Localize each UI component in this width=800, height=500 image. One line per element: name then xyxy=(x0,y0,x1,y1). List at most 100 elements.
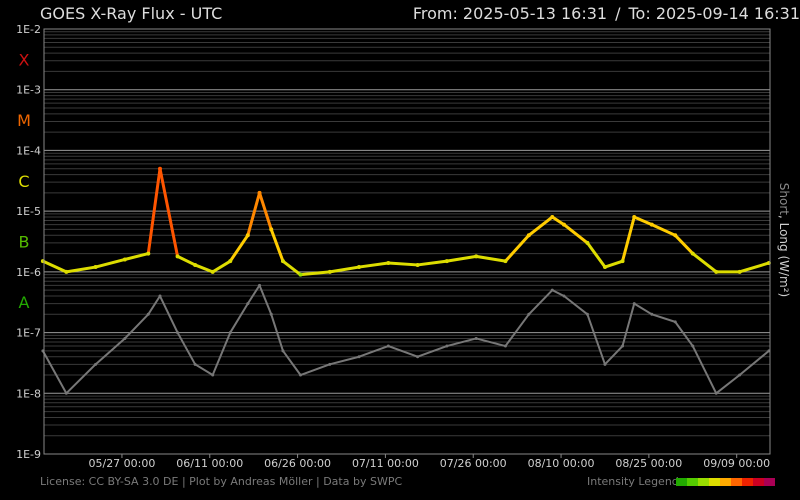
series-long-point xyxy=(193,262,198,267)
series-long-point xyxy=(257,190,262,195)
series-long-point xyxy=(146,251,151,256)
x-tick-label: 06/11 00:00 xyxy=(176,457,243,470)
series-short-segment xyxy=(94,337,126,366)
legend-swatch xyxy=(731,478,742,486)
series-short-segment xyxy=(527,289,554,316)
series-short-segment xyxy=(562,295,589,316)
series-short xyxy=(41,283,771,395)
y-axis-label: Short, Long (W/m²) xyxy=(777,183,791,297)
series-long-segment xyxy=(123,252,150,261)
series-short-point xyxy=(64,391,68,395)
y-tick-label: 1E-7 xyxy=(16,327,41,340)
series-short-segment xyxy=(650,313,677,323)
series-short-segment xyxy=(281,349,302,377)
series-long-point xyxy=(602,265,607,270)
series-long-segment xyxy=(158,167,180,258)
series-long-segment xyxy=(41,259,68,274)
y-tick-labels: 1E-9 1E-8 1E-7 1E-6 1E-5 1E-4 1E-3 1E-2 xyxy=(16,23,41,461)
series-short-segment xyxy=(416,345,448,358)
series-short-segment xyxy=(328,355,361,366)
series-long-segment xyxy=(474,254,507,263)
series-long-segment xyxy=(94,257,127,269)
series-short-point xyxy=(738,373,742,377)
x-tick-label: 08/10 00:00 xyxy=(528,457,595,470)
series-short-point xyxy=(228,331,232,335)
series-long-point xyxy=(228,259,233,264)
series-long-segment xyxy=(328,265,361,274)
series-short-point xyxy=(503,344,507,348)
series-long-point xyxy=(93,265,98,270)
series-short-segment xyxy=(621,302,636,348)
series-long-point xyxy=(620,259,625,264)
series-long-segment xyxy=(632,215,654,227)
y-label-short: Short xyxy=(777,182,791,215)
series-short-segment xyxy=(158,295,179,334)
x-tick-label: 09/09 00:00 xyxy=(703,457,770,470)
series-long-point xyxy=(714,269,719,274)
series-short-segment xyxy=(65,363,97,395)
chart-grid xyxy=(44,28,770,455)
series-long-segment xyxy=(550,215,566,227)
series-short-point xyxy=(281,349,285,353)
legend-swatch xyxy=(753,478,764,486)
series-long-point xyxy=(690,251,695,256)
series-long-point xyxy=(280,259,285,264)
series-long-segment xyxy=(603,259,625,269)
series-short-segment xyxy=(674,320,694,348)
series-long-segment xyxy=(269,227,285,263)
to-label: To: 2025-09-14 16:31 xyxy=(628,4,800,23)
series-short-point xyxy=(632,302,636,306)
series-long-point xyxy=(175,254,180,259)
series-short-segment xyxy=(270,313,284,352)
series-long xyxy=(40,166,771,277)
legend-swatch xyxy=(720,478,731,486)
legend-swatch xyxy=(687,478,698,486)
series-short-point xyxy=(193,362,197,366)
y-tick-label: 1E-6 xyxy=(16,266,41,279)
series-short-point xyxy=(299,373,303,377)
series-short-segment xyxy=(715,374,741,395)
flare-class-c: C xyxy=(18,172,29,191)
y-label-long: Long (W/m²) xyxy=(777,222,791,298)
range-separator: / xyxy=(615,4,621,23)
from-label: From: 2025-05-13 16:31 xyxy=(412,4,608,23)
legend-swatch xyxy=(742,478,753,486)
footer-credits: License: CC BY-SA 3.0 DE | Plot by Andre… xyxy=(40,475,403,488)
series-short-segment xyxy=(475,337,507,348)
series-long-point xyxy=(503,259,508,264)
series-long-point xyxy=(474,254,479,259)
intensity-legend-bar xyxy=(676,478,775,486)
series-short-segment xyxy=(633,302,653,316)
series-long-segment xyxy=(445,254,478,263)
series-long-segment xyxy=(176,254,197,267)
y-tick-label: 1E-2 xyxy=(16,23,41,36)
series-long-point xyxy=(157,166,162,171)
series-long-point xyxy=(327,269,332,274)
series-long-segment xyxy=(193,263,215,274)
series-long-point xyxy=(632,215,637,220)
series-short-point xyxy=(673,320,677,324)
series-long-segment xyxy=(357,261,390,269)
plot-border xyxy=(43,28,771,455)
series-short-point xyxy=(416,355,420,359)
series-short-segment xyxy=(358,345,390,358)
series-short-point xyxy=(94,362,98,366)
series-short-segment xyxy=(504,313,530,348)
series-long-point xyxy=(561,222,566,227)
series-short-point xyxy=(603,362,607,366)
chart-title: GOES X-Ray Flux - UTC xyxy=(40,4,223,23)
series-short-point xyxy=(562,294,566,298)
series-short-point xyxy=(246,302,250,306)
series-short-point xyxy=(357,355,361,359)
series-short-point xyxy=(550,288,554,292)
series-short-segment xyxy=(147,295,161,316)
series-short-segment xyxy=(551,289,565,298)
series-long-segment xyxy=(299,270,332,277)
series-short-segment xyxy=(445,337,478,348)
series-short-segment xyxy=(123,313,150,340)
legend-swatch xyxy=(698,478,709,486)
series-long-segment xyxy=(673,233,695,256)
series-long-point xyxy=(585,240,590,245)
series-long-point xyxy=(269,227,274,232)
series-long-point xyxy=(415,262,420,267)
